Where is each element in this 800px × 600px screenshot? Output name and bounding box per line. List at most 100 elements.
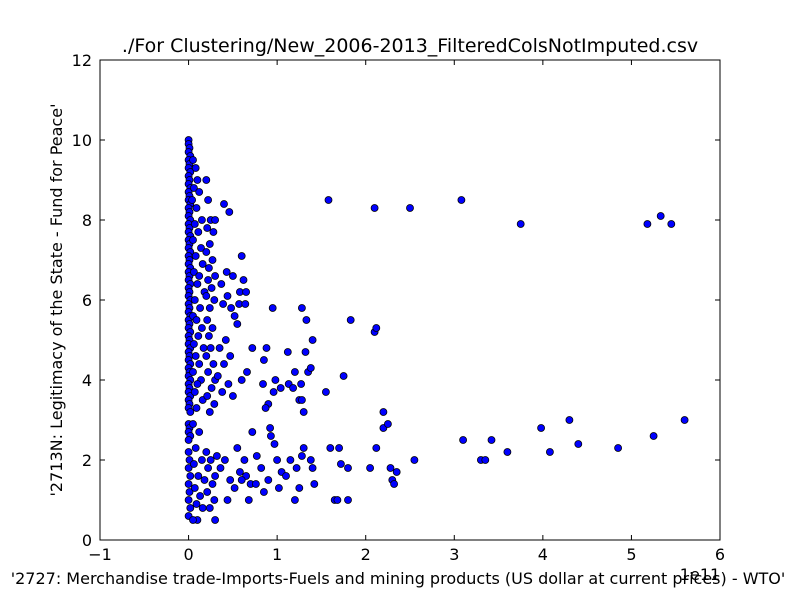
data-point (190, 220, 199, 228)
data-point (299, 444, 308, 452)
data-point (196, 304, 205, 312)
data-point (210, 400, 219, 408)
data-point (308, 464, 317, 472)
data-point (220, 200, 228, 208)
data-point (215, 344, 224, 352)
data-point (204, 276, 213, 284)
data-point (192, 500, 201, 508)
data-point (344, 464, 352, 472)
data-point (643, 220, 652, 228)
data-point (205, 504, 214, 512)
data-point (366, 464, 375, 472)
data-point (194, 228, 203, 236)
data-point (370, 204, 379, 212)
data-point (339, 372, 348, 380)
data-point (516, 220, 525, 228)
x-tick-label: 4 (538, 545, 548, 564)
data-point (410, 456, 419, 464)
data-point (264, 476, 273, 484)
data-point (344, 496, 352, 504)
data-point (189, 156, 197, 164)
data-point (372, 324, 381, 332)
data-point (209, 228, 218, 236)
data-point (211, 272, 220, 280)
data-point (211, 216, 220, 224)
data-point (208, 480, 217, 488)
data-point (459, 436, 468, 444)
data-point (220, 456, 229, 464)
data-point (565, 416, 574, 424)
data-point (212, 452, 221, 460)
data-point (297, 396, 306, 404)
data-point (224, 380, 233, 388)
data-point (297, 380, 306, 388)
x-tick-label: 5 (626, 545, 636, 564)
data-point (205, 408, 214, 416)
data-point (227, 304, 236, 312)
data-point (216, 464, 225, 472)
x-tick-label: 3 (449, 545, 459, 564)
data-point (237, 252, 246, 260)
data-point (297, 452, 306, 460)
data-point (228, 272, 237, 280)
data-point (192, 316, 201, 324)
data-point (283, 348, 292, 356)
y-tick-label: 10 (72, 131, 92, 150)
data-point (270, 440, 279, 448)
y-tick-label: 12 (72, 51, 92, 70)
data-point (189, 184, 198, 192)
data-point (193, 380, 202, 388)
data-point (248, 428, 257, 436)
data-point (233, 444, 242, 452)
data-point (390, 480, 399, 488)
chart-title: ./For Clustering/New_2006-2013_FilteredC… (122, 35, 698, 57)
data-point (205, 240, 214, 248)
data-point (193, 280, 202, 288)
data-point (324, 196, 333, 204)
data-point (308, 336, 317, 344)
data-point (656, 212, 665, 220)
data-point (190, 296, 199, 304)
data-point (188, 196, 197, 204)
data-point (297, 304, 306, 312)
data-point (197, 244, 205, 252)
data-point (262, 344, 271, 352)
data-point (210, 496, 219, 504)
data-point (221, 336, 230, 344)
data-point (457, 196, 466, 204)
data-point (189, 368, 197, 376)
data-point (205, 304, 214, 312)
data-point (379, 408, 388, 416)
data-point (335, 444, 344, 452)
x-axis-label: '2727: Merchandise trade-Imports-Fuels a… (11, 569, 786, 588)
data-point (233, 320, 242, 328)
data-point (191, 352, 200, 360)
data-point (206, 344, 215, 352)
data-point (226, 352, 235, 360)
x-tick-label: 2 (361, 545, 371, 564)
x-tick-label: −1 (88, 545, 112, 564)
data-point (204, 464, 213, 472)
data-point (194, 332, 203, 340)
data-point (336, 460, 345, 468)
data-point (346, 316, 355, 324)
data-point (189, 420, 197, 428)
data-point (206, 456, 215, 464)
data-point (184, 480, 193, 488)
data-point (195, 272, 204, 280)
data-point (204, 332, 213, 340)
data-point (237, 376, 246, 384)
data-point (326, 444, 335, 452)
data-point (197, 456, 206, 464)
data-point (302, 316, 311, 324)
data-point (184, 448, 193, 456)
data-point (649, 432, 658, 440)
data-point (195, 428, 204, 436)
data-point (186, 504, 195, 512)
y-tick-label: 8 (82, 211, 92, 230)
data-point (208, 256, 217, 264)
data-point (210, 296, 219, 304)
data-point (202, 292, 211, 300)
y-tick-label: 6 (82, 291, 92, 310)
data-point (310, 480, 319, 488)
